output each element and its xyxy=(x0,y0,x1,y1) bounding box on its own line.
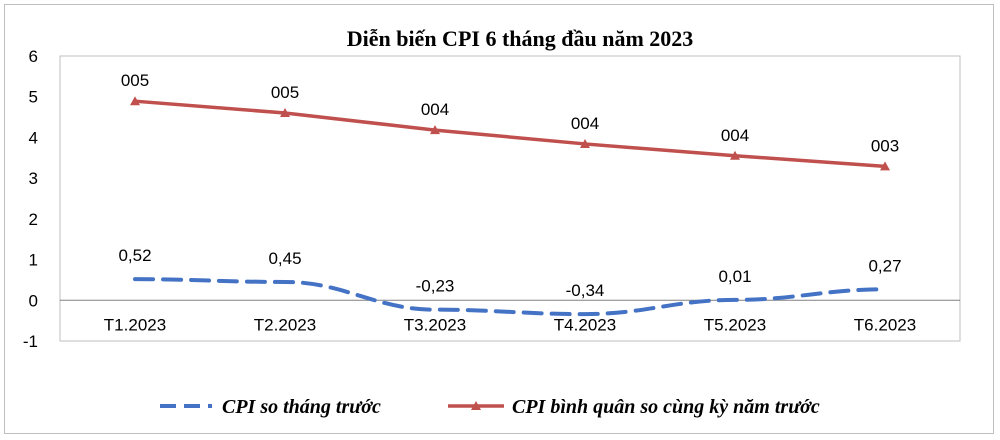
x-tick-label: T3.2023 xyxy=(404,315,466,334)
chart-frame xyxy=(4,4,994,434)
series-cpi-so-thang-truoc: 0,52 0,45 -0,23 -0,34 0,01 0,27 xyxy=(118,246,902,317)
x-tick-label: T1.2023 xyxy=(104,315,166,334)
x-tick-label: T6.2023 xyxy=(854,315,916,334)
x-tick-label: T5.2023 xyxy=(704,315,766,334)
plot-area xyxy=(59,55,961,342)
series-cpi-binh-quan: 005 005 004 004 004 003 xyxy=(121,71,899,171)
y-tick-label: 1 xyxy=(29,251,38,270)
legend-label: CPI bình quân so cùng kỳ năm trước xyxy=(512,396,820,418)
y-tick-label: -1 xyxy=(23,332,38,351)
x-tick-label: T2.2023 xyxy=(254,315,316,334)
data-point-marker xyxy=(580,138,590,148)
data-label: 0,27 xyxy=(868,256,901,275)
data-label: -0,34 xyxy=(566,281,605,300)
x-tick-label: T4.2023 xyxy=(554,315,616,334)
data-point-marker xyxy=(880,161,890,171)
series-layer: 0,52 0,45-0,23 -0,340,010,2700500500400400… xyxy=(118,71,902,317)
data-point-marker xyxy=(730,150,740,160)
series-line xyxy=(134,99,886,169)
data-label: 004 xyxy=(421,100,449,119)
data-label: 005 xyxy=(121,71,149,90)
data-point-marker xyxy=(430,125,440,135)
legend: CPI so tháng trước CPI bình quân so cùng … xyxy=(160,396,820,418)
y-tick-label: 3 xyxy=(29,169,38,188)
data-label: 0,45 xyxy=(268,249,301,268)
y-axis: -1 0 1 2 3 4 5 6 xyxy=(23,47,38,351)
data-label: 0,01 xyxy=(718,267,751,286)
data-label: 005 xyxy=(271,83,299,102)
y-tick-label: 6 xyxy=(29,47,38,66)
legend-marker xyxy=(471,401,481,410)
data-label: 0,52 xyxy=(118,246,151,265)
series-line xyxy=(133,277,887,317)
data-point-marker xyxy=(130,96,140,106)
x-axis: T1.2023 T2.2023 T3.2023 T4.2023 T5.2023 T6.20… xyxy=(104,315,916,334)
data-point-marker xyxy=(280,108,290,117)
data-label: -0,23 xyxy=(416,277,455,296)
y-tick-label: 4 xyxy=(29,128,38,147)
legend-label: CPI so tháng trước xyxy=(222,396,381,418)
chart-title: Diễn biến CPI 6 tháng đầu năm 2023 xyxy=(347,26,694,51)
data-label: 003 xyxy=(871,136,899,155)
y-tick-label: 2 xyxy=(29,210,38,229)
y-tick-label: 5 xyxy=(29,88,38,107)
y-tick-label: 0 xyxy=(29,291,38,310)
data-label: 004 xyxy=(571,114,599,133)
data-label: 004 xyxy=(721,126,749,145)
